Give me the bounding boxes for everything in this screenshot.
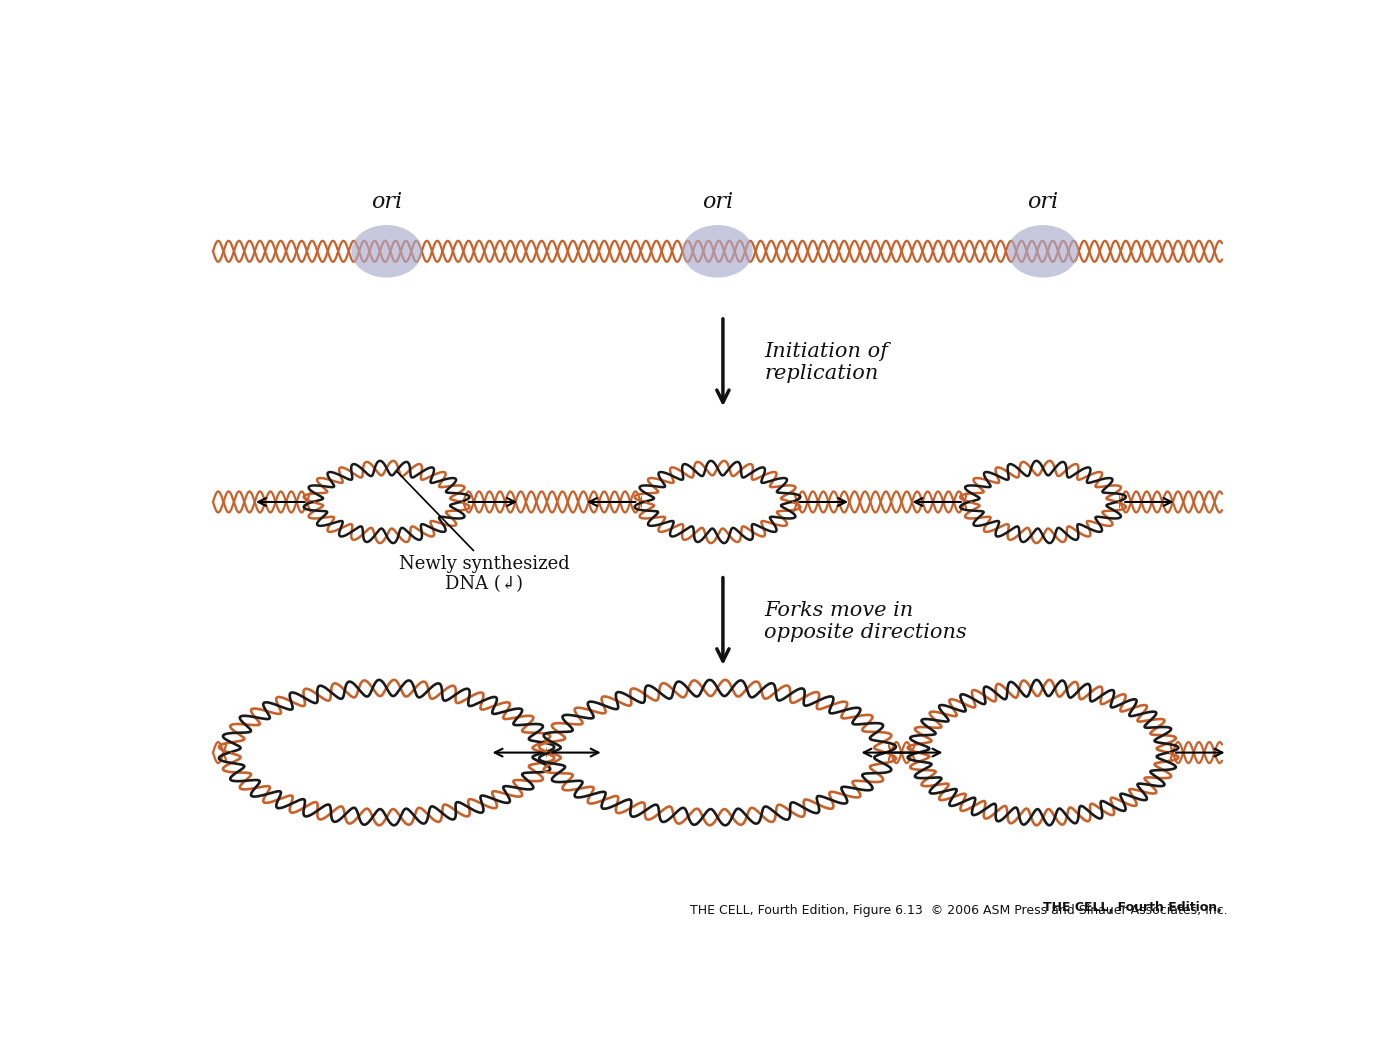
Text: THE CELL, Fourth Edition,: THE CELL, Fourth Edition, (1043, 901, 1222, 915)
Ellipse shape (351, 225, 421, 277)
Ellipse shape (1008, 225, 1078, 277)
FancyBboxPatch shape (547, 673, 888, 832)
Ellipse shape (682, 225, 753, 277)
Text: Newly synthesized
DNA (↲): Newly synthesized DNA (↲) (399, 554, 570, 593)
Text: THE CELL, Fourth Edition, Figure 6.13  © 2006 ASM Press and Sinauer Associates, : THE CELL, Fourth Edition, Figure 6.13 © … (690, 904, 1228, 917)
Text: ori: ori (371, 191, 402, 213)
Text: Forks move in
opposite directions: Forks move in opposite directions (764, 601, 967, 642)
FancyBboxPatch shape (227, 673, 546, 832)
Text: ori: ori (701, 191, 734, 213)
Text: Initiation of
replication: Initiation of replication (764, 342, 888, 383)
FancyBboxPatch shape (311, 456, 462, 548)
Text: ori: ori (1028, 191, 1058, 213)
FancyBboxPatch shape (641, 456, 794, 548)
FancyBboxPatch shape (967, 456, 1119, 548)
FancyBboxPatch shape (916, 673, 1170, 832)
